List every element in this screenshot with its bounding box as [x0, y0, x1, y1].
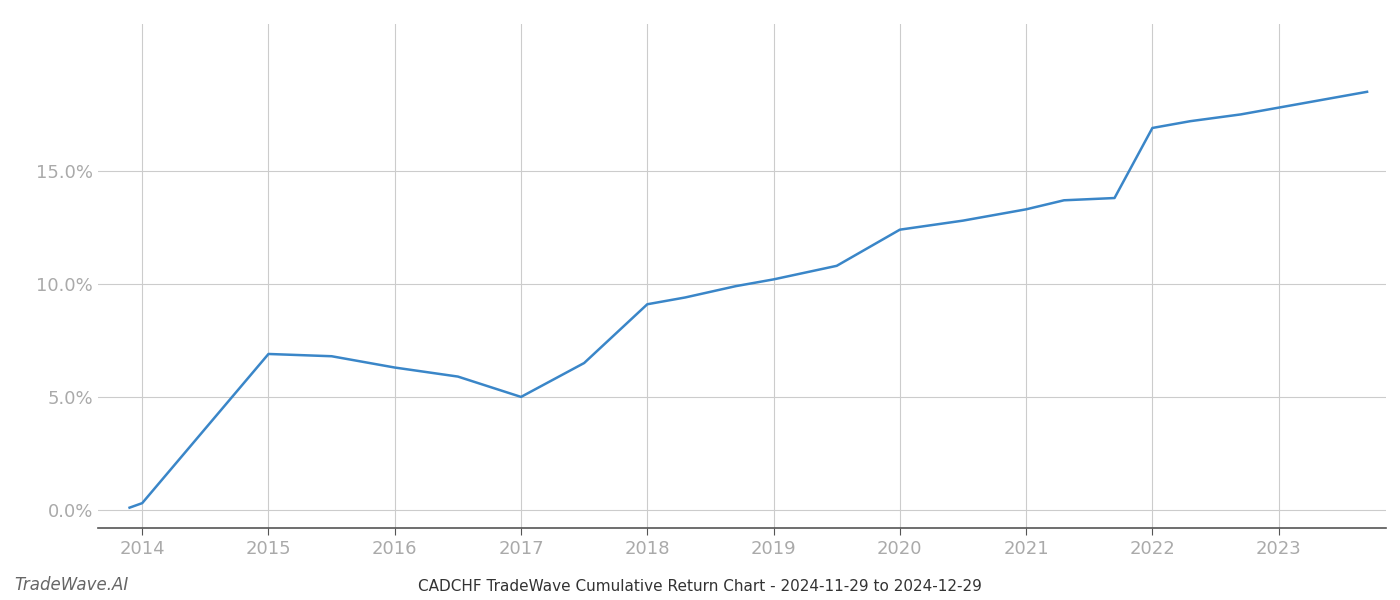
- Text: TradeWave.AI: TradeWave.AI: [14, 576, 129, 594]
- Text: CADCHF TradeWave Cumulative Return Chart - 2024-11-29 to 2024-12-29: CADCHF TradeWave Cumulative Return Chart…: [419, 579, 981, 594]
